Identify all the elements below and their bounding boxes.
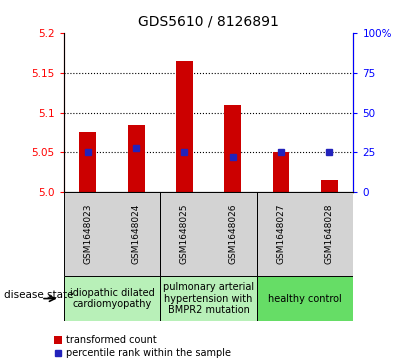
Title: GDS5610 / 8126891: GDS5610 / 8126891 (138, 15, 279, 29)
Bar (321, 180, 338, 192)
Legend: transformed count, percentile rank within the sample: transformed count, percentile rank withi… (54, 335, 231, 358)
Bar (160, 276, 257, 321)
Text: pulmonary arterial
hypertension with
BMPR2 mutation: pulmonary arterial hypertension with BMP… (163, 282, 254, 315)
Bar (257, 192, 353, 276)
Text: GSM1648024: GSM1648024 (132, 204, 141, 264)
Bar (64, 192, 160, 276)
Text: disease state: disease state (4, 290, 74, 300)
Text: GSM1648028: GSM1648028 (325, 204, 334, 264)
Text: healthy control: healthy control (268, 294, 342, 303)
Bar (176, 61, 193, 192)
Text: GSM1648026: GSM1648026 (228, 204, 237, 264)
Bar (64, 276, 160, 321)
Bar (128, 125, 145, 192)
Bar (257, 276, 353, 321)
Bar (160, 192, 257, 276)
Text: GSM1648025: GSM1648025 (180, 204, 189, 264)
Text: GSM1648023: GSM1648023 (83, 204, 92, 264)
Text: idiopathic dilated
cardiomyopathy: idiopathic dilated cardiomyopathy (69, 288, 155, 309)
Bar (224, 105, 241, 192)
Text: GSM1648027: GSM1648027 (277, 204, 286, 264)
Bar (79, 132, 96, 192)
Bar (272, 152, 289, 192)
